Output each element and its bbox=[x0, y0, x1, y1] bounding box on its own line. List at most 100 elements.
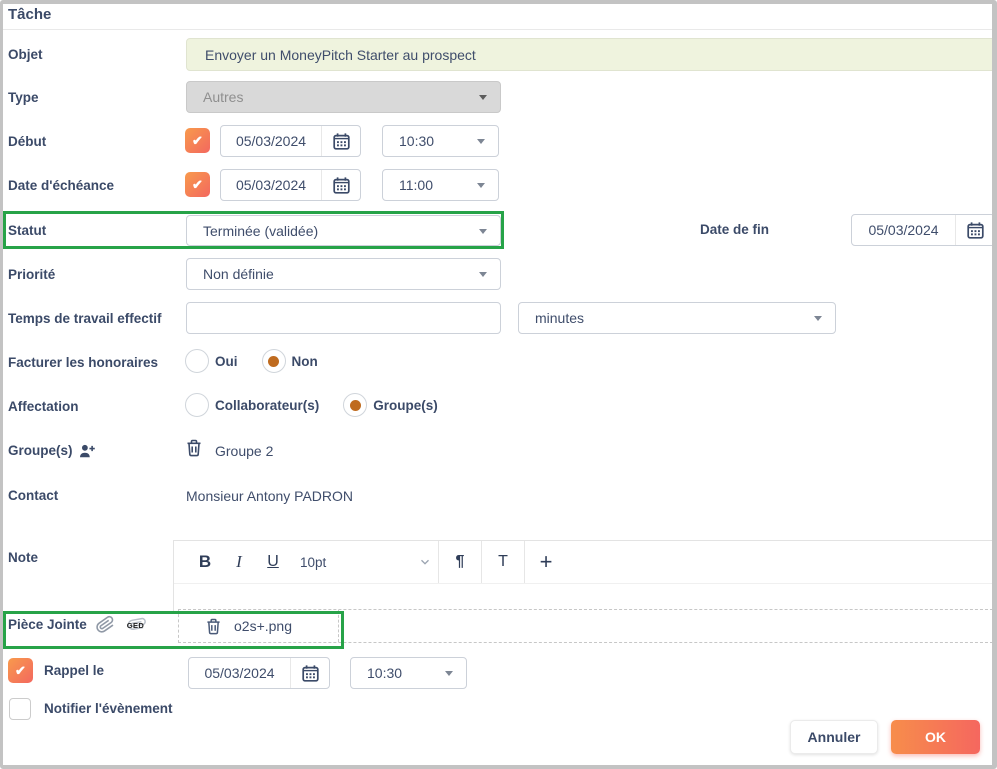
status-select[interactable]: Terminée (validée) bbox=[186, 215, 501, 246]
radio-dot bbox=[349, 399, 361, 411]
calendar-icon[interactable] bbox=[321, 170, 360, 200]
caret-down-icon bbox=[814, 316, 822, 321]
check-icon: ✔ bbox=[192, 132, 203, 148]
group-name: Groupe 2 bbox=[215, 443, 274, 459]
objet-input[interactable]: Envoyer un MoneyPitch Starter au prospec… bbox=[186, 38, 992, 71]
font-size-value: 10pt bbox=[300, 554, 327, 570]
attachment-file-name: o2s+.png bbox=[234, 618, 292, 634]
caret-down-icon bbox=[479, 95, 487, 100]
due-time-select[interactable]: 11:00 bbox=[382, 169, 499, 201]
assignment-label: Affectation bbox=[8, 399, 79, 414]
paperclip-icon[interactable] bbox=[94, 613, 116, 635]
billing-no-label[interactable]: Non bbox=[291, 353, 318, 369]
type-label: Type bbox=[8, 90, 39, 105]
start-time-value: 10:30 bbox=[399, 133, 435, 149]
ok-button[interactable]: OK bbox=[891, 720, 980, 754]
assignment-radio-group: Collaborateur(s) Groupe(s) bbox=[185, 393, 438, 417]
attachment-dropzone[interactable]: o2s+.png bbox=[178, 609, 992, 643]
groups-label: Groupe(s) bbox=[8, 443, 95, 458]
contact-label: Contact bbox=[8, 488, 59, 503]
note-content-area[interactable] bbox=[174, 584, 992, 611]
group-delete-trash-icon[interactable] bbox=[186, 439, 202, 462]
end-date-input[interactable]: 05/03/2024 bbox=[851, 214, 992, 246]
due-date-value: 05/03/2024 bbox=[235, 177, 307, 193]
work-time-unit-value: minutes bbox=[535, 310, 585, 326]
end-date-label: Date de fin bbox=[700, 222, 770, 237]
due-label: Date d'échéance bbox=[8, 178, 115, 193]
note-editor[interactable]: B I U 10pt ¶ T + bbox=[173, 540, 992, 611]
calendar-icon[interactable] bbox=[290, 658, 329, 688]
reminder-label: Rappel le bbox=[44, 663, 105, 678]
ged-icon-label: GED bbox=[126, 620, 145, 630]
due-date-input[interactable]: 05/03/2024 bbox=[220, 169, 361, 201]
caret-down-icon bbox=[445, 671, 453, 676]
caret-down-icon bbox=[477, 139, 485, 144]
due-checkbox[interactable]: ✔ bbox=[185, 172, 210, 197]
attachment-chip[interactable]: o2s+.png bbox=[179, 610, 339, 642]
contact-value: Monsieur Antony PADRON bbox=[186, 488, 354, 504]
dialog-header: Tâche bbox=[3, 4, 992, 30]
attachment-delete-trash-icon[interactable] bbox=[206, 618, 221, 635]
assignment-collaborators-radio[interactable] bbox=[185, 393, 209, 417]
billing-yes-label[interactable]: Oui bbox=[215, 353, 238, 369]
font-size-select[interactable]: 10pt bbox=[290, 541, 438, 583]
paragraph-button[interactable]: ¶ bbox=[438, 541, 481, 583]
check-icon: ✔ bbox=[192, 176, 203, 192]
work-time-label: Temps de travail effectif bbox=[8, 311, 162, 326]
note-label: Note bbox=[8, 550, 38, 565]
groups-label-text: Groupe(s) bbox=[8, 443, 73, 458]
reminder-date-input[interactable]: 05/03/2024 bbox=[188, 657, 330, 689]
priority-value: Non définie bbox=[203, 266, 274, 282]
priority-label: Priorité bbox=[8, 267, 56, 282]
assignment-groups-label[interactable]: Groupe(s) bbox=[373, 397, 438, 413]
work-time-input[interactable] bbox=[186, 302, 501, 334]
reminder-time-value: 10:30 bbox=[367, 665, 403, 681]
due-time-value: 11:00 bbox=[399, 177, 433, 193]
ged-attachment-icon[interactable]: GED bbox=[124, 617, 148, 633]
radio-dot bbox=[268, 355, 279, 367]
status-value: Terminée (validée) bbox=[203, 222, 319, 239]
billing-no-radio[interactable] bbox=[261, 349, 286, 373]
work-time-unit-select[interactable]: minutes bbox=[518, 302, 836, 334]
caret-down-icon bbox=[477, 183, 485, 188]
type-select[interactable]: Autres bbox=[186, 81, 501, 113]
chevron-down-icon bbox=[421, 559, 429, 565]
reminder-checkbox[interactable]: ✔ bbox=[8, 658, 33, 683]
text-format-button[interactable]: T bbox=[481, 541, 524, 583]
start-date-input[interactable]: 05/03/2024 bbox=[220, 125, 361, 157]
underline-button[interactable]: U bbox=[267, 553, 279, 570]
italic-button[interactable]: I bbox=[236, 552, 242, 571]
check-icon: ✔ bbox=[15, 662, 26, 678]
calendar-icon[interactable] bbox=[955, 215, 992, 245]
attachment-label-row: Pièce Jointe GED bbox=[8, 615, 148, 634]
start-time-select[interactable]: 10:30 bbox=[382, 125, 499, 157]
person-add-icon[interactable] bbox=[79, 444, 95, 458]
cancel-button[interactable]: Annuler bbox=[790, 720, 878, 754]
page-title: Tâche bbox=[8, 6, 52, 23]
bold-button[interactable]: B bbox=[198, 552, 212, 571]
assignment-collaborators-label[interactable]: Collaborateur(s) bbox=[215, 397, 320, 413]
type-value: Autres bbox=[203, 89, 244, 105]
add-element-button[interactable]: + bbox=[524, 541, 567, 583]
reminder-time-select[interactable]: 10:30 bbox=[350, 657, 467, 689]
objet-value: Envoyer un MoneyPitch Starter au prospec… bbox=[205, 46, 476, 63]
attachment-label: Pièce Jointe bbox=[8, 617, 87, 632]
notify-checkbox[interactable] bbox=[9, 698, 31, 720]
caret-down-icon bbox=[479, 272, 487, 277]
notify-label: Notifier l'évènement bbox=[44, 701, 173, 716]
billing-radio-group: Oui Non bbox=[185, 349, 318, 373]
note-toolbar: B I U 10pt ¶ T + bbox=[174, 541, 992, 584]
billing-yes-radio[interactable] bbox=[185, 349, 209, 373]
billing-label: Facturer les honoraires bbox=[8, 355, 159, 370]
start-checkbox[interactable]: ✔ bbox=[185, 128, 210, 153]
objet-label: Objet bbox=[8, 47, 43, 62]
calendar-icon[interactable] bbox=[321, 126, 360, 156]
end-date-value: 05/03/2024 bbox=[868, 222, 939, 238]
reminder-date-value: 05/03/2024 bbox=[204, 665, 275, 681]
status-label: Statut bbox=[8, 223, 47, 238]
assignment-groups-radio[interactable] bbox=[343, 393, 368, 417]
start-date-value: 05/03/2024 bbox=[235, 133, 307, 149]
caret-down-icon bbox=[479, 228, 487, 234]
priority-select[interactable]: Non définie bbox=[186, 258, 501, 290]
